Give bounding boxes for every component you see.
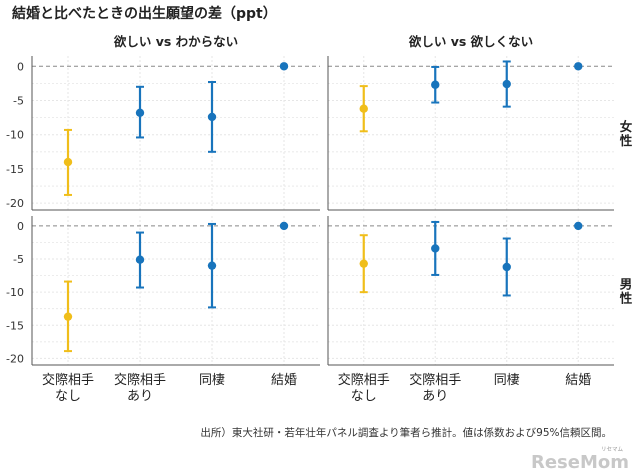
x-tick-label: 交際相手なし: [42, 372, 94, 404]
x-tick-label-line: なし: [351, 389, 377, 404]
x-tick-label-line: 交際相手: [114, 372, 166, 388]
x-tick-label-line: あり: [127, 389, 153, 404]
x-tick-label: 同棲: [199, 373, 225, 388]
y-tick-label: 0: [17, 220, 24, 233]
x-tick-label-line: 結婚: [271, 373, 297, 388]
x-tick-label: 同棲: [494, 373, 520, 388]
x-tick-label-line: 交際相手: [338, 372, 390, 388]
facet-panel: [31, 56, 320, 211]
facet-row-label-char: 性: [619, 133, 633, 148]
y-tick-label: -10: [6, 129, 24, 142]
data-point: [63, 312, 73, 321]
watermark-logo: リセマム ReseMom: [531, 446, 629, 473]
data-point: [207, 112, 217, 122]
x-tick-label: 結婚: [565, 373, 591, 388]
facet-row-label-char: 男: [620, 277, 633, 292]
data-point: [359, 104, 368, 113]
x-tick-label-line: 交際相手: [409, 372, 461, 388]
data-point: [279, 221, 289, 231]
y-tick-label: -5: [13, 94, 24, 107]
facet-row-label-char: 性: [619, 291, 633, 306]
data-point: [359, 259, 368, 268]
x-tick-label: 交際相手なし: [338, 372, 390, 404]
data-point: [574, 221, 583, 231]
x-tick-label-line: あり: [422, 389, 448, 404]
data-point: [431, 80, 440, 89]
y-tick-label: -15: [6, 319, 24, 332]
data-point: [207, 261, 217, 270]
x-tick-label: 交際相手あり: [114, 372, 166, 404]
data-point: [63, 157, 73, 167]
y-tick-label: -5: [13, 253, 24, 266]
data-point: [574, 62, 583, 71]
facet-row-label: 女性: [619, 119, 633, 148]
source-note: 出所）東大社研・若年壮年パネル調査より筆者ら推計。値は係数および95%信頼区間。: [200, 426, 612, 439]
x-tick-label: 結婚: [271, 373, 297, 388]
y-tick-label: -20: [6, 197, 24, 210]
facet-panel: [327, 56, 614, 211]
y-tick-label: 0: [17, 60, 24, 73]
facet-row-label-char: 女: [620, 119, 633, 134]
facet-column-label: 欲しい vs 欲しくない: [408, 34, 533, 49]
facet-row-label: 男性: [619, 277, 633, 306]
chart-title: 結婚と比べたときの出生願望の差（ppt）: [12, 5, 277, 22]
data-point: [502, 79, 511, 89]
x-tick-label-line: 結婚: [565, 373, 591, 388]
y-tick-label: -20: [6, 352, 24, 365]
data-point: [279, 62, 289, 71]
facet-column-label: 欲しい vs わからない: [113, 34, 238, 49]
data-point: [502, 262, 511, 272]
data-point: [135, 108, 145, 118]
watermark-text: ReseMom: [531, 452, 629, 473]
facet-panel: [327, 216, 614, 366]
data-point: [135, 255, 145, 264]
y-tick-label: -15: [6, 163, 24, 176]
facet-panel: [31, 216, 320, 366]
watermark-small: リセマム: [601, 446, 624, 453]
x-tick-label-line: 交際相手: [42, 372, 94, 388]
plot-layer: 欲しい vs わからない 欲しい vs 欲しくない女性男性0-5-10-15-20…: [6, 34, 633, 404]
y-tick-label: -10: [6, 286, 24, 299]
x-tick-label-line: 同棲: [494, 373, 520, 388]
data-point: [431, 244, 440, 253]
x-tick-label-line: 同棲: [199, 373, 225, 388]
x-tick-label-line: なし: [55, 389, 81, 404]
x-tick-label: 交際相手あり: [409, 372, 461, 404]
